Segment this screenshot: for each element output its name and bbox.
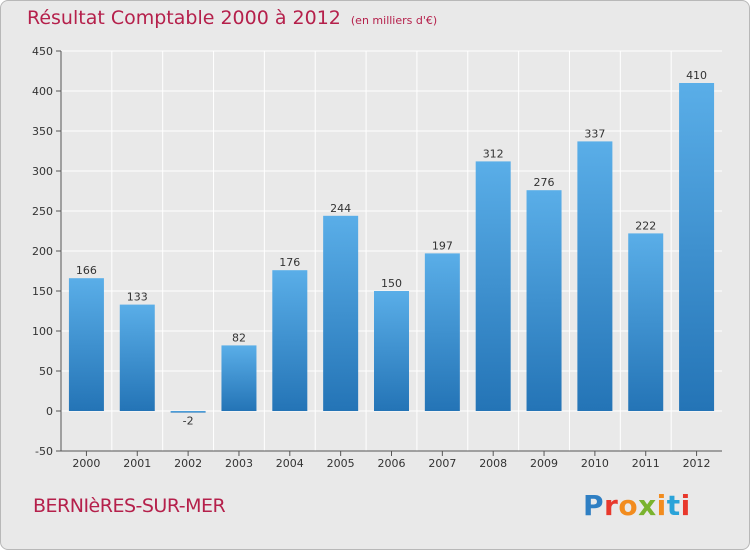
value-label-2008: 312 xyxy=(483,147,504,160)
logo-letter: P xyxy=(583,489,605,522)
value-label-2005: 244 xyxy=(330,202,351,215)
y-tick-label: 200 xyxy=(32,245,53,258)
value-label-2009: 276 xyxy=(534,176,555,189)
bar-2004 xyxy=(272,270,308,411)
commune-name: BERNIèRES-SUR-MER xyxy=(33,495,226,517)
logo-letter: i xyxy=(656,489,667,522)
x-tick-label-2010: 2010 xyxy=(581,457,609,470)
bar-2007 xyxy=(424,253,460,411)
y-tick-label: 400 xyxy=(32,85,53,98)
value-label-2000: 166 xyxy=(76,264,97,277)
x-tick-label-2000: 2000 xyxy=(72,457,100,470)
x-tick-label-2009: 2009 xyxy=(530,457,558,470)
value-label-2011: 222 xyxy=(635,219,656,232)
logo-letter: i xyxy=(680,489,691,522)
value-label-2003: 82 xyxy=(232,331,246,344)
x-tick-label-2005: 2005 xyxy=(327,457,355,470)
bar-2002 xyxy=(170,411,206,413)
x-tick-label-2011: 2011 xyxy=(632,457,660,470)
bar-2012 xyxy=(679,83,715,411)
bar-2008 xyxy=(475,161,511,411)
x-tick-label-2007: 2007 xyxy=(428,457,456,470)
bar-2003 xyxy=(221,345,257,411)
bar-2010 xyxy=(577,141,613,411)
value-label-2001: 133 xyxy=(127,291,148,304)
bar-2001 xyxy=(119,304,155,411)
logo-letter: o xyxy=(618,489,639,522)
value-label-2002: -2 xyxy=(183,415,194,428)
y-tick-label: 0 xyxy=(46,405,53,418)
x-tick-label-2003: 2003 xyxy=(225,457,253,470)
x-tick-label-2006: 2006 xyxy=(378,457,406,470)
logo-letter: x xyxy=(638,489,657,522)
x-tick-label-2004: 2004 xyxy=(276,457,304,470)
bar-2005 xyxy=(323,215,359,411)
y-tick-label: 350 xyxy=(32,125,53,138)
chart-title: Résultat Comptable 2000 à 2012 (en millie… xyxy=(27,7,437,29)
bar-2011 xyxy=(628,233,664,411)
chart-title-text: Résultat Comptable 2000 à 2012 xyxy=(27,7,341,29)
value-label-2004: 176 xyxy=(279,256,300,269)
x-tick-label-2008: 2008 xyxy=(479,457,507,470)
value-label-2007: 197 xyxy=(432,239,453,252)
value-label-2012: 410 xyxy=(686,69,707,82)
y-tick-label: 300 xyxy=(32,165,53,178)
logo-letter: t xyxy=(666,489,681,522)
x-tick-label-2002: 2002 xyxy=(174,457,202,470)
y-tick-label: 100 xyxy=(32,325,53,338)
value-label-2010: 337 xyxy=(584,127,605,140)
y-tick-label: -50 xyxy=(35,445,53,458)
y-tick-label: 250 xyxy=(32,205,53,218)
logo-letter: r xyxy=(604,489,619,522)
bar-2000 xyxy=(68,278,104,411)
y-tick-label: 450 xyxy=(32,45,53,58)
proxiti-logo: Proxiti xyxy=(583,489,691,522)
x-tick-label-2012: 2012 xyxy=(683,457,711,470)
y-tick-label: 150 xyxy=(32,285,53,298)
bar-2006 xyxy=(374,291,409,411)
chart-unit: (en milliers d'€) xyxy=(350,14,438,27)
y-tick-label: 50 xyxy=(39,365,53,378)
x-tick-label-2001: 2001 xyxy=(123,457,151,470)
bar-2009 xyxy=(526,190,562,411)
value-label-2006: 150 xyxy=(381,277,402,290)
